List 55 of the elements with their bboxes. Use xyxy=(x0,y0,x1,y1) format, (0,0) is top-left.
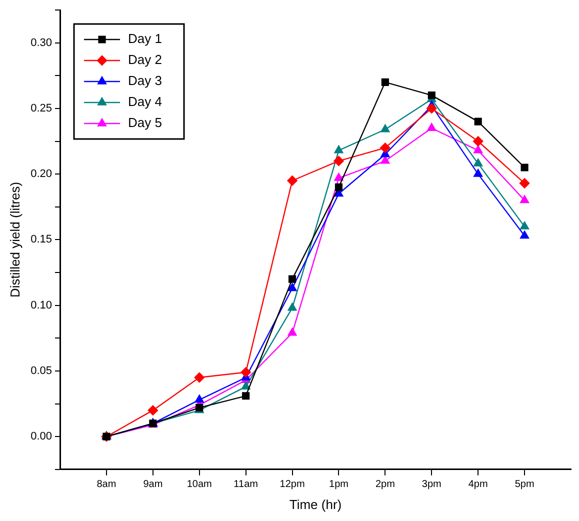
point xyxy=(474,118,482,126)
point xyxy=(288,328,297,336)
point xyxy=(288,275,296,283)
x-tick-label: 2pm xyxy=(375,479,395,490)
x-tick-label: 12pm xyxy=(280,479,305,490)
y-tick-label: 0.25 xyxy=(30,102,52,114)
legend-label: Day 5 xyxy=(128,115,162,130)
y-tick-label: 0.30 xyxy=(30,36,52,49)
point xyxy=(519,178,530,188)
x-tick-label: 8am xyxy=(96,479,116,490)
point xyxy=(381,78,389,86)
y-tick-label: 0.10 xyxy=(30,299,52,312)
point xyxy=(427,123,436,131)
y-axis-title: Distilled yield (litres) xyxy=(7,182,22,298)
point xyxy=(380,124,390,132)
x-tick-label: 3pm xyxy=(422,479,442,490)
y-tick-label: 0.15 xyxy=(30,234,52,246)
point xyxy=(520,164,528,172)
point xyxy=(241,382,250,390)
x-tick-label: 11am xyxy=(234,479,258,490)
point xyxy=(520,195,530,204)
point xyxy=(334,145,344,154)
legend-label: Day 2 xyxy=(128,52,162,68)
legend-label: Day 4 xyxy=(128,94,162,110)
point xyxy=(474,145,483,154)
point xyxy=(474,158,483,166)
x-tick-label: 4pm xyxy=(468,479,488,490)
x-axis-title: Time (hr) xyxy=(289,496,342,512)
point xyxy=(334,172,344,181)
point xyxy=(287,176,298,186)
y-tick-label: 0.05 xyxy=(30,364,52,377)
x-tick-label: 1pm xyxy=(329,479,348,490)
point xyxy=(472,136,484,146)
x-tick-label: 9am xyxy=(143,479,163,490)
point xyxy=(520,221,530,230)
legend-label: Day 1 xyxy=(128,31,162,46)
point xyxy=(334,156,344,166)
point xyxy=(194,394,204,403)
point xyxy=(428,92,436,100)
x-tick-label: 10am xyxy=(186,479,212,490)
point xyxy=(240,367,251,378)
point xyxy=(194,372,204,383)
point xyxy=(520,230,530,239)
point xyxy=(148,405,158,416)
point xyxy=(426,103,437,114)
point xyxy=(242,392,250,400)
point xyxy=(380,142,390,153)
point xyxy=(334,183,343,191)
y-tick-label: 0.00 xyxy=(30,430,52,443)
legend-label: Day 3 xyxy=(128,73,162,88)
point xyxy=(288,283,297,292)
point xyxy=(288,302,297,311)
x-tick-label: 5pm xyxy=(514,479,534,490)
y-tick-label: 0.20 xyxy=(30,168,52,180)
point xyxy=(474,168,483,177)
